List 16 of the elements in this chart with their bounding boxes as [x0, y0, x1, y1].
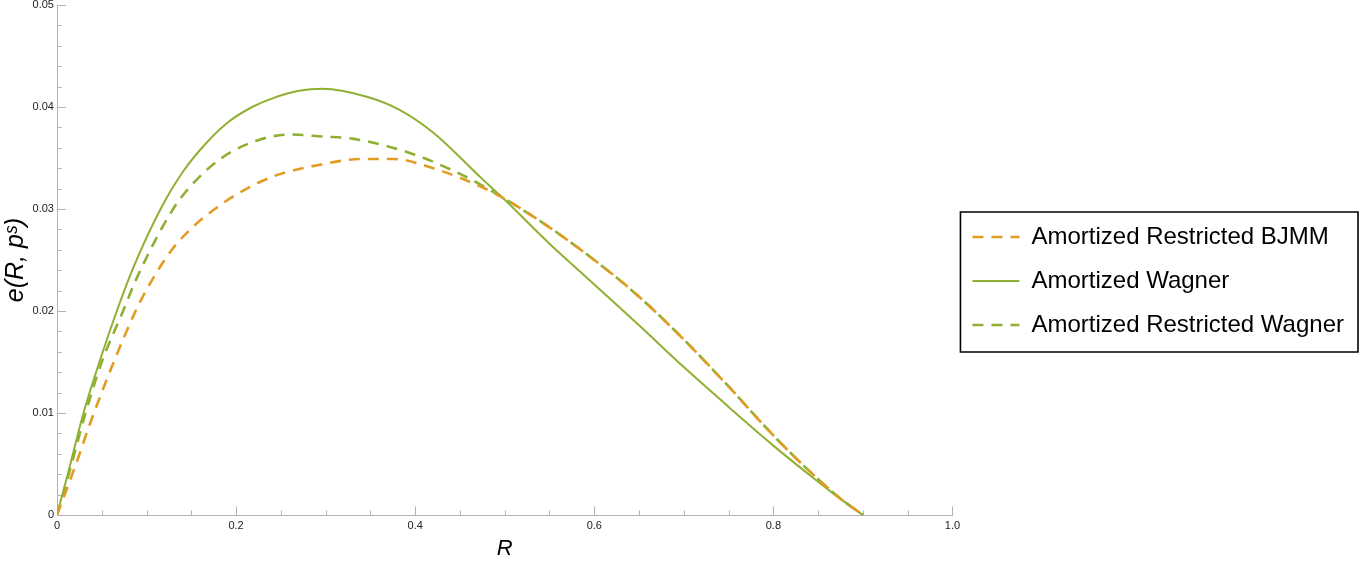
x-tick-label: 0.6 — [586, 518, 602, 531]
y-tick-label: 0.05 — [32, 0, 54, 11]
y-tick-label: 0.03 — [32, 202, 54, 215]
y-tick-label: 0.02 — [32, 304, 54, 317]
x-tick-label: 1.0 — [944, 518, 961, 531]
y-tick-label: 0.01 — [32, 406, 54, 419]
x-tick-label: 0.4 — [407, 518, 423, 531]
x-tick-label: 0.8 — [765, 518, 782, 531]
x-tick-label: 0.2 — [228, 518, 244, 531]
legend-label: Amortized Wagner — [1031, 265, 1230, 293]
y-axis-title: e(R, pˢ) — [0, 217, 28, 303]
x-axis-title: R — [496, 534, 513, 560]
legend-label: Amortized Restricted Wagner — [1031, 309, 1345, 337]
y-tick-label: 0.04 — [32, 100, 54, 113]
legend-label: Amortized Restricted BJMM — [1031, 221, 1329, 249]
y-tick-label: 0 — [47, 508, 54, 521]
